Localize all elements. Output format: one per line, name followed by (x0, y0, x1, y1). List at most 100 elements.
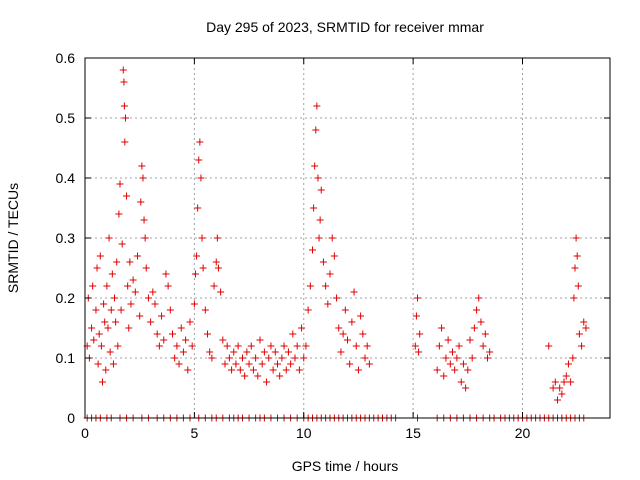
y-tick-label: 0.3 (56, 230, 76, 246)
data-point (95, 330, 103, 338)
data-point (350, 288, 358, 296)
data-point (210, 282, 218, 290)
data-point (304, 306, 312, 314)
data-point (567, 378, 575, 386)
data-point (302, 342, 310, 350)
data-point (199, 264, 207, 272)
data-point (142, 264, 150, 272)
data-point (365, 360, 373, 368)
x-tick-label: 5 (190, 425, 198, 441)
data-point (475, 294, 483, 302)
data-point (328, 234, 336, 242)
data-point (252, 354, 260, 362)
data-point (315, 234, 323, 242)
data-point (556, 384, 564, 392)
data-point (354, 366, 362, 374)
data-point (93, 264, 101, 272)
data-point (278, 354, 286, 362)
data-point (140, 216, 148, 224)
data-point (136, 312, 144, 320)
data-point (171, 354, 179, 362)
data-point (249, 366, 257, 374)
data-point (440, 372, 448, 380)
data-point (254, 372, 262, 380)
data-point (173, 342, 181, 350)
data-point (298, 324, 306, 332)
data-point (212, 258, 220, 266)
data-point (359, 330, 367, 338)
data-point (225, 354, 233, 362)
data-point (449, 348, 456, 356)
data-point (455, 342, 463, 350)
data-point (120, 102, 128, 110)
data-point (138, 162, 146, 170)
data-point (348, 318, 356, 326)
data-point (312, 126, 320, 134)
data-point (484, 354, 491, 362)
x-tick-label: 0 (81, 425, 89, 441)
data-point (219, 336, 227, 344)
data-point (287, 360, 295, 368)
data-point (129, 276, 137, 284)
data-point (558, 390, 566, 398)
data-point (291, 354, 299, 362)
data-point (545, 342, 553, 350)
data-point (179, 348, 187, 356)
y-tick-label: 0.6 (56, 50, 76, 66)
data-point (94, 360, 102, 368)
data-point (115, 210, 123, 218)
data-point (346, 360, 354, 368)
data-point (131, 288, 139, 296)
data-point (446, 360, 454, 368)
data-point (256, 336, 264, 344)
data-point (100, 300, 108, 308)
data-point (549, 384, 557, 392)
data-point (236, 366, 244, 374)
data-point (201, 306, 209, 314)
data-point (582, 324, 590, 332)
data-point (124, 282, 132, 290)
data-point (184, 366, 192, 374)
data-point (333, 294, 341, 302)
data-point (127, 300, 135, 308)
data-point (101, 318, 109, 326)
data-point (562, 372, 570, 380)
data-point (114, 342, 122, 350)
data-point (113, 258, 121, 266)
data-point (293, 342, 301, 350)
data-point (191, 270, 199, 278)
data-point (341, 306, 349, 314)
data-point (416, 330, 424, 338)
data-point (125, 324, 133, 332)
data-point (309, 246, 316, 254)
data-point (271, 348, 279, 356)
data-point (477, 318, 485, 326)
data-point (158, 312, 166, 320)
data-point (560, 378, 568, 386)
data-point (573, 252, 581, 260)
data-point (319, 258, 327, 266)
chart-title: Day 295 of 2023, SRMTID for receiver mma… (206, 19, 484, 35)
data-point (289, 330, 297, 338)
data-point (326, 270, 334, 278)
data-point (300, 354, 308, 362)
data-point (195, 156, 203, 164)
data-point (438, 324, 446, 332)
data-point (120, 78, 128, 86)
data-point (344, 336, 351, 344)
data-point (153, 330, 161, 338)
data-point (194, 204, 202, 212)
data-point (572, 234, 580, 242)
y-axis: 0 0.1 0.2 0.3 0.4 0.5 0.6 (56, 50, 610, 426)
data-point (119, 66, 127, 74)
x-tick-label: 10 (296, 425, 312, 441)
data-point (457, 378, 465, 386)
data-point (208, 354, 216, 362)
data-point (109, 360, 117, 368)
data-point (324, 300, 332, 308)
data-point (575, 330, 583, 338)
data-point (97, 342, 105, 350)
data-point (284, 348, 292, 356)
data-point (313, 102, 321, 110)
data-point (182, 336, 190, 344)
